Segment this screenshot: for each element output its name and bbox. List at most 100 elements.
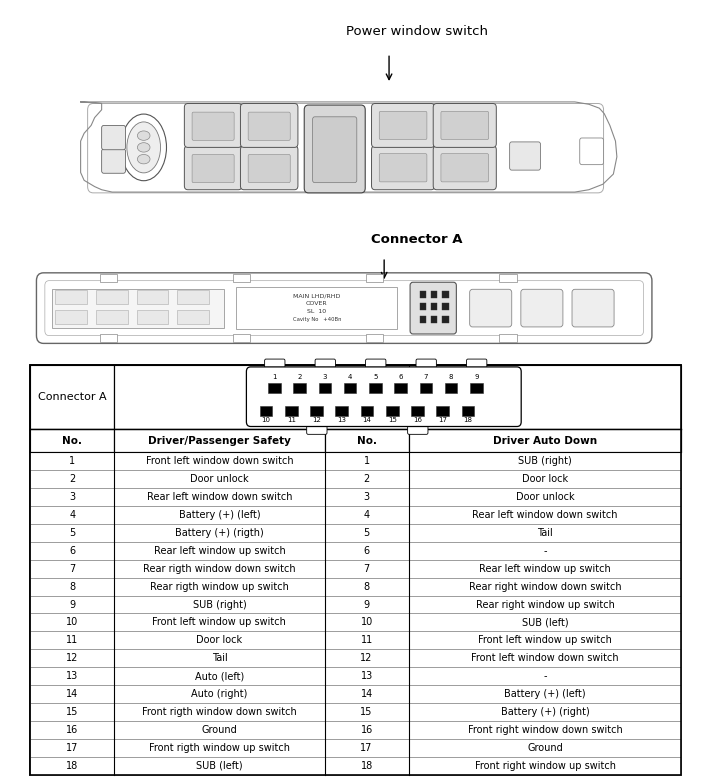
- Text: Cavity No   +40Bn: Cavity No +40Bn: [292, 318, 341, 322]
- Bar: [325, 470, 409, 488]
- Bar: [30, 429, 681, 452]
- Text: 18: 18: [66, 760, 79, 771]
- Bar: [30, 613, 114, 631]
- Bar: [325, 452, 409, 470]
- Bar: [114, 470, 325, 488]
- Text: 4: 4: [348, 374, 353, 380]
- Bar: [369, 383, 381, 393]
- Bar: [409, 488, 681, 506]
- Text: Rear left window up switch: Rear left window up switch: [154, 546, 285, 556]
- Polygon shape: [81, 102, 617, 192]
- Bar: [325, 685, 409, 703]
- Ellipse shape: [137, 131, 150, 140]
- FancyBboxPatch shape: [192, 154, 234, 183]
- Bar: [325, 613, 409, 631]
- Bar: [499, 334, 517, 342]
- Text: 6: 6: [398, 374, 403, 380]
- Text: Driver/Passenger Safety: Driver/Passenger Safety: [148, 436, 291, 445]
- FancyBboxPatch shape: [572, 289, 614, 327]
- Text: No.: No.: [357, 436, 376, 445]
- Text: 13: 13: [337, 417, 346, 423]
- Bar: [233, 274, 250, 282]
- Text: 4: 4: [69, 510, 75, 520]
- Bar: [394, 383, 407, 393]
- Bar: [30, 685, 114, 703]
- Text: 11: 11: [360, 635, 373, 645]
- Text: 7: 7: [364, 564, 369, 574]
- FancyBboxPatch shape: [407, 419, 428, 434]
- Bar: [431, 291, 437, 298]
- Ellipse shape: [127, 122, 161, 173]
- FancyBboxPatch shape: [102, 149, 125, 173]
- FancyBboxPatch shape: [248, 112, 290, 140]
- FancyBboxPatch shape: [36, 273, 652, 343]
- FancyBboxPatch shape: [510, 142, 540, 170]
- Text: SUB (right): SUB (right): [518, 456, 572, 466]
- Text: 17: 17: [66, 742, 79, 753]
- Text: Door unlock: Door unlock: [190, 474, 249, 485]
- Text: 8: 8: [69, 582, 75, 592]
- Bar: [293, 383, 306, 393]
- Bar: [52, 289, 224, 328]
- Bar: [442, 291, 449, 298]
- FancyBboxPatch shape: [184, 103, 242, 147]
- Bar: [420, 316, 426, 323]
- Text: MAIN LHD/RHD: MAIN LHD/RHD: [293, 294, 341, 299]
- FancyBboxPatch shape: [433, 103, 496, 147]
- FancyBboxPatch shape: [315, 359, 336, 375]
- Bar: [30, 506, 114, 524]
- Bar: [114, 667, 325, 685]
- FancyBboxPatch shape: [304, 105, 365, 193]
- Bar: [325, 542, 409, 560]
- Bar: [325, 739, 409, 757]
- Text: 18: 18: [463, 417, 472, 423]
- Bar: [325, 488, 409, 506]
- Bar: [114, 524, 325, 542]
- Bar: [319, 383, 332, 393]
- Bar: [409, 703, 681, 721]
- Bar: [442, 303, 449, 310]
- Text: Door unlock: Door unlock: [516, 492, 574, 502]
- Text: 2: 2: [297, 374, 302, 380]
- Bar: [114, 721, 325, 739]
- FancyBboxPatch shape: [416, 359, 436, 375]
- FancyBboxPatch shape: [102, 125, 125, 150]
- Bar: [30, 470, 114, 488]
- Text: 17: 17: [438, 417, 447, 423]
- Text: 7: 7: [423, 374, 428, 380]
- Text: 9: 9: [364, 600, 369, 609]
- Text: Rear left window down switch: Rear left window down switch: [472, 510, 618, 520]
- Text: Door lock: Door lock: [196, 635, 243, 645]
- Text: 7: 7: [69, 564, 75, 574]
- Text: 4: 4: [364, 510, 369, 520]
- Bar: [431, 303, 437, 310]
- Bar: [411, 406, 423, 416]
- Bar: [325, 667, 409, 685]
- Text: 16: 16: [413, 417, 422, 423]
- Bar: [366, 334, 383, 342]
- Text: Door lock: Door lock: [522, 474, 568, 485]
- Text: Rear left window down switch: Rear left window down switch: [147, 492, 292, 502]
- Bar: [30, 542, 114, 560]
- Text: -: -: [543, 546, 547, 556]
- Text: 11: 11: [287, 417, 296, 423]
- Bar: [409, 429, 681, 452]
- Text: 17: 17: [360, 742, 373, 753]
- Bar: [409, 757, 681, 775]
- Text: Auto (right): Auto (right): [191, 689, 247, 699]
- FancyBboxPatch shape: [467, 359, 486, 375]
- Bar: [114, 542, 325, 560]
- Bar: [470, 383, 482, 393]
- FancyBboxPatch shape: [379, 154, 427, 182]
- Text: Tail: Tail: [212, 653, 227, 663]
- FancyBboxPatch shape: [441, 154, 489, 182]
- Text: 12: 12: [360, 653, 373, 663]
- Text: No.: No.: [62, 436, 82, 445]
- Bar: [444, 383, 457, 393]
- Bar: [409, 649, 681, 667]
- Text: 3: 3: [364, 492, 369, 502]
- Bar: [325, 757, 409, 775]
- Bar: [30, 524, 114, 542]
- Text: Front right window up switch: Front right window up switch: [475, 760, 615, 771]
- Text: 1: 1: [69, 456, 75, 466]
